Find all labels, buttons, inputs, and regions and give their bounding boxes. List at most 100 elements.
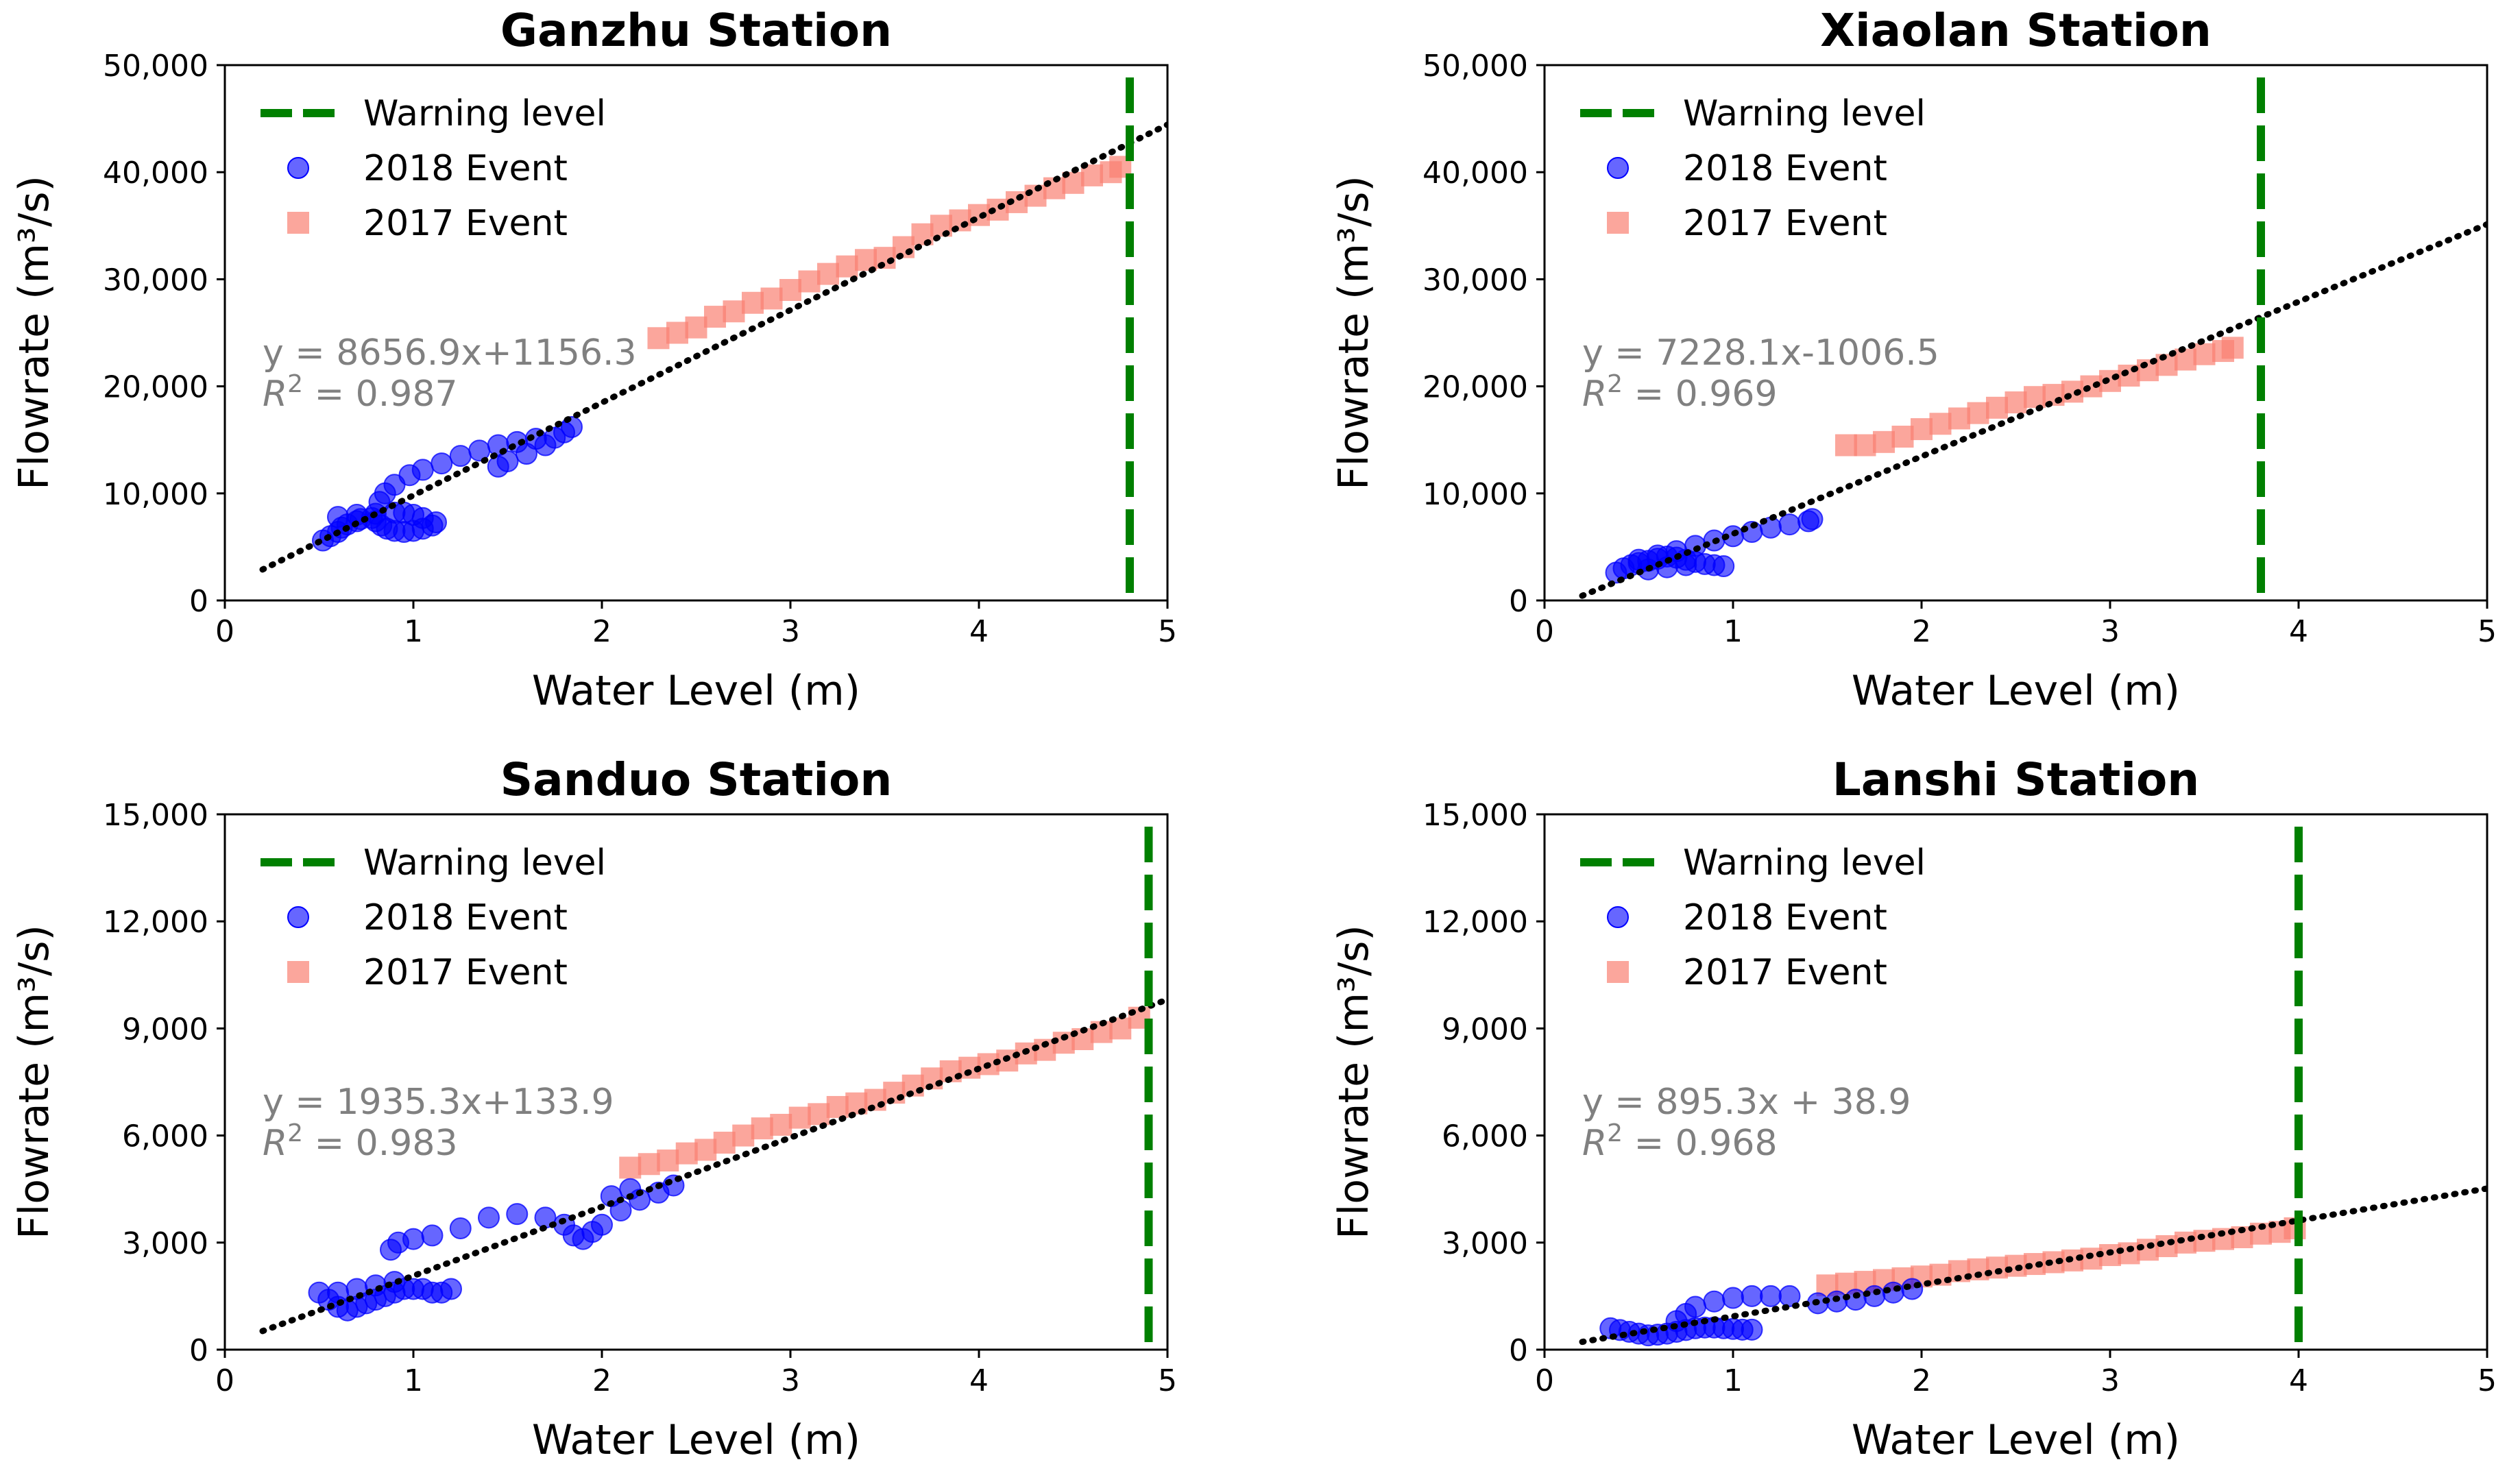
data-point-2017 — [619, 1156, 642, 1179]
data-point-2017 — [1873, 430, 1895, 453]
legend-2017-label: 2017 Event — [363, 203, 568, 244]
axes-frame — [1543, 813, 2488, 1351]
legend-2018-swatch — [1607, 157, 1629, 179]
axes-frame — [223, 813, 1169, 1351]
r-squared: R2 = 0.987 — [263, 370, 458, 415]
data-point-2017 — [1967, 402, 1989, 424]
data-point-2018 — [327, 1281, 349, 1304]
data-point-2018 — [402, 1228, 424, 1250]
y-tick-label: 0 — [1509, 584, 1528, 619]
legend-2017-swatch — [287, 212, 309, 234]
series-2017 — [619, 1006, 1150, 1179]
series-2018 — [1599, 1278, 1924, 1347]
data-point-2017 — [2024, 386, 2046, 409]
legend-2018-label: 2018 Event — [1683, 897, 1887, 938]
x-tick-label: 3 — [781, 1363, 800, 1398]
data-point-2017 — [1986, 396, 2008, 419]
y-tick-label: 3,000 — [122, 1226, 208, 1261]
r-squared: R2 = 0.983 — [263, 1119, 458, 1165]
data-point-2017 — [694, 1139, 717, 1161]
data-point-2017 — [1891, 426, 1914, 448]
x-tick-label: 1 — [404, 1363, 423, 1398]
fit-line — [1579, 1185, 2487, 1346]
y-tick-label: 50,000 — [1422, 49, 1528, 84]
data-point-2018 — [421, 1224, 444, 1247]
legend: Warning level 2018 Event 2017 Event — [261, 93, 606, 244]
data-point-2018 — [440, 1278, 462, 1300]
x-tick-label: 0 — [1535, 1363, 1554, 1398]
fit-line — [259, 996, 1167, 1335]
legend: Warning level 2018 Event 2017 Event — [261, 842, 606, 993]
data-point-2017 — [675, 1142, 698, 1165]
data-point-2018 — [1703, 1290, 1725, 1313]
data-point-2017 — [826, 1095, 849, 1118]
legend-2017-swatch — [1607, 961, 1629, 983]
legend-2018-label: 2018 Event — [1683, 148, 1887, 189]
y-tick-label: 30,000 — [103, 263, 208, 297]
y-tick-label: 50,000 — [103, 49, 208, 84]
x-tick-label: 3 — [2100, 614, 2120, 649]
fit-equation: y = 7228.1x-1006.5 — [1582, 332, 1939, 374]
data-point-2017 — [704, 306, 726, 328]
y-tick-label: 3,000 — [1442, 1226, 1528, 1261]
y-tick-label: 0 — [1509, 1333, 1528, 1368]
data-point-2018 — [1760, 1285, 1782, 1307]
x-tick-label: 4 — [2289, 614, 2308, 649]
fit-line — [259, 121, 1167, 573]
fit-line — [1579, 221, 2487, 599]
data-point-2018 — [1684, 1296, 1706, 1318]
x-tick-label: 0 — [215, 614, 234, 649]
data-point-2017 — [657, 1150, 679, 1172]
data-point-2018 — [516, 443, 537, 465]
data-point-2017 — [742, 291, 764, 314]
data-point-2017 — [808, 1103, 830, 1126]
data-point-2017 — [836, 255, 858, 278]
series-2018 — [312, 415, 583, 552]
data-point-2018 — [1801, 508, 1824, 531]
chart-panel: Lanshi Station 0 1 2 3 4 5 0 3,000 6,000 9,000 12,0… — [1330, 753, 2497, 1464]
y-tick-label: 9,000 — [1442, 1012, 1528, 1047]
data-point-2017 — [723, 300, 745, 323]
data-point-2017 — [1835, 434, 1857, 457]
data-point-2017 — [760, 287, 783, 310]
data-point-2017 — [1948, 407, 1970, 430]
y-tick-label: 40,000 — [103, 156, 208, 191]
data-point-2017 — [638, 1153, 660, 1176]
data-point-2018 — [411, 459, 434, 481]
data-point-2017 — [2175, 1231, 2196, 1254]
y-tick-label: 12,000 — [1422, 905, 1528, 940]
y-tick-label: 40,000 — [1422, 156, 1528, 191]
r-squared: R2 = 0.968 — [1582, 1119, 1778, 1165]
y-tick-label: 6,000 — [1442, 1119, 1528, 1154]
y-axis-label: Flowrate (m³/s) — [1330, 175, 1378, 490]
legend-2018-swatch — [1607, 906, 1629, 928]
x-tick-label: 2 — [1912, 1363, 1931, 1398]
data-point-2018 — [1778, 1285, 1801, 1307]
y-tick-label: 30,000 — [1422, 263, 1528, 297]
chart-title: Lanshi Station — [1832, 753, 2200, 806]
x-tick-label: 1 — [1723, 1363, 1743, 1398]
x-tick-label: 4 — [969, 614, 989, 649]
y-tick-label: 0 — [189, 584, 208, 619]
fit-equation: y = 895.3x + 38.9 — [1582, 1082, 1911, 1123]
y-tick-label: 10,000 — [103, 477, 208, 512]
x-tick-label: 2 — [1912, 614, 1931, 649]
data-point-2018 — [506, 1203, 529, 1226]
legend-2017-swatch — [287, 961, 309, 983]
data-point-2018 — [591, 1213, 613, 1236]
x-tick-label: 2 — [592, 614, 611, 649]
series-2017 — [647, 156, 1132, 350]
x-axis-label: Water Level (m) — [1852, 667, 2180, 715]
x-axis-label: Water Level (m) — [1852, 1416, 2180, 1464]
legend-2018-label: 2018 Event — [363, 897, 568, 938]
data-point-2017 — [2005, 391, 2027, 414]
x-tick-label: 4 — [969, 1363, 989, 1398]
legend-2017-label: 2017 Event — [363, 952, 568, 993]
data-point-2018 — [478, 1206, 500, 1229]
chart-panel: Xiaolan Station 0 1 2 3 4 5 0 10,000 20,000 30,000… — [1330, 4, 2497, 715]
x-tick-label: 3 — [2100, 1363, 2120, 1398]
legend-2018-swatch — [287, 906, 309, 928]
r-squared: R2 = 0.969 — [1582, 370, 1778, 415]
x-tick-label: 2 — [592, 1363, 611, 1398]
